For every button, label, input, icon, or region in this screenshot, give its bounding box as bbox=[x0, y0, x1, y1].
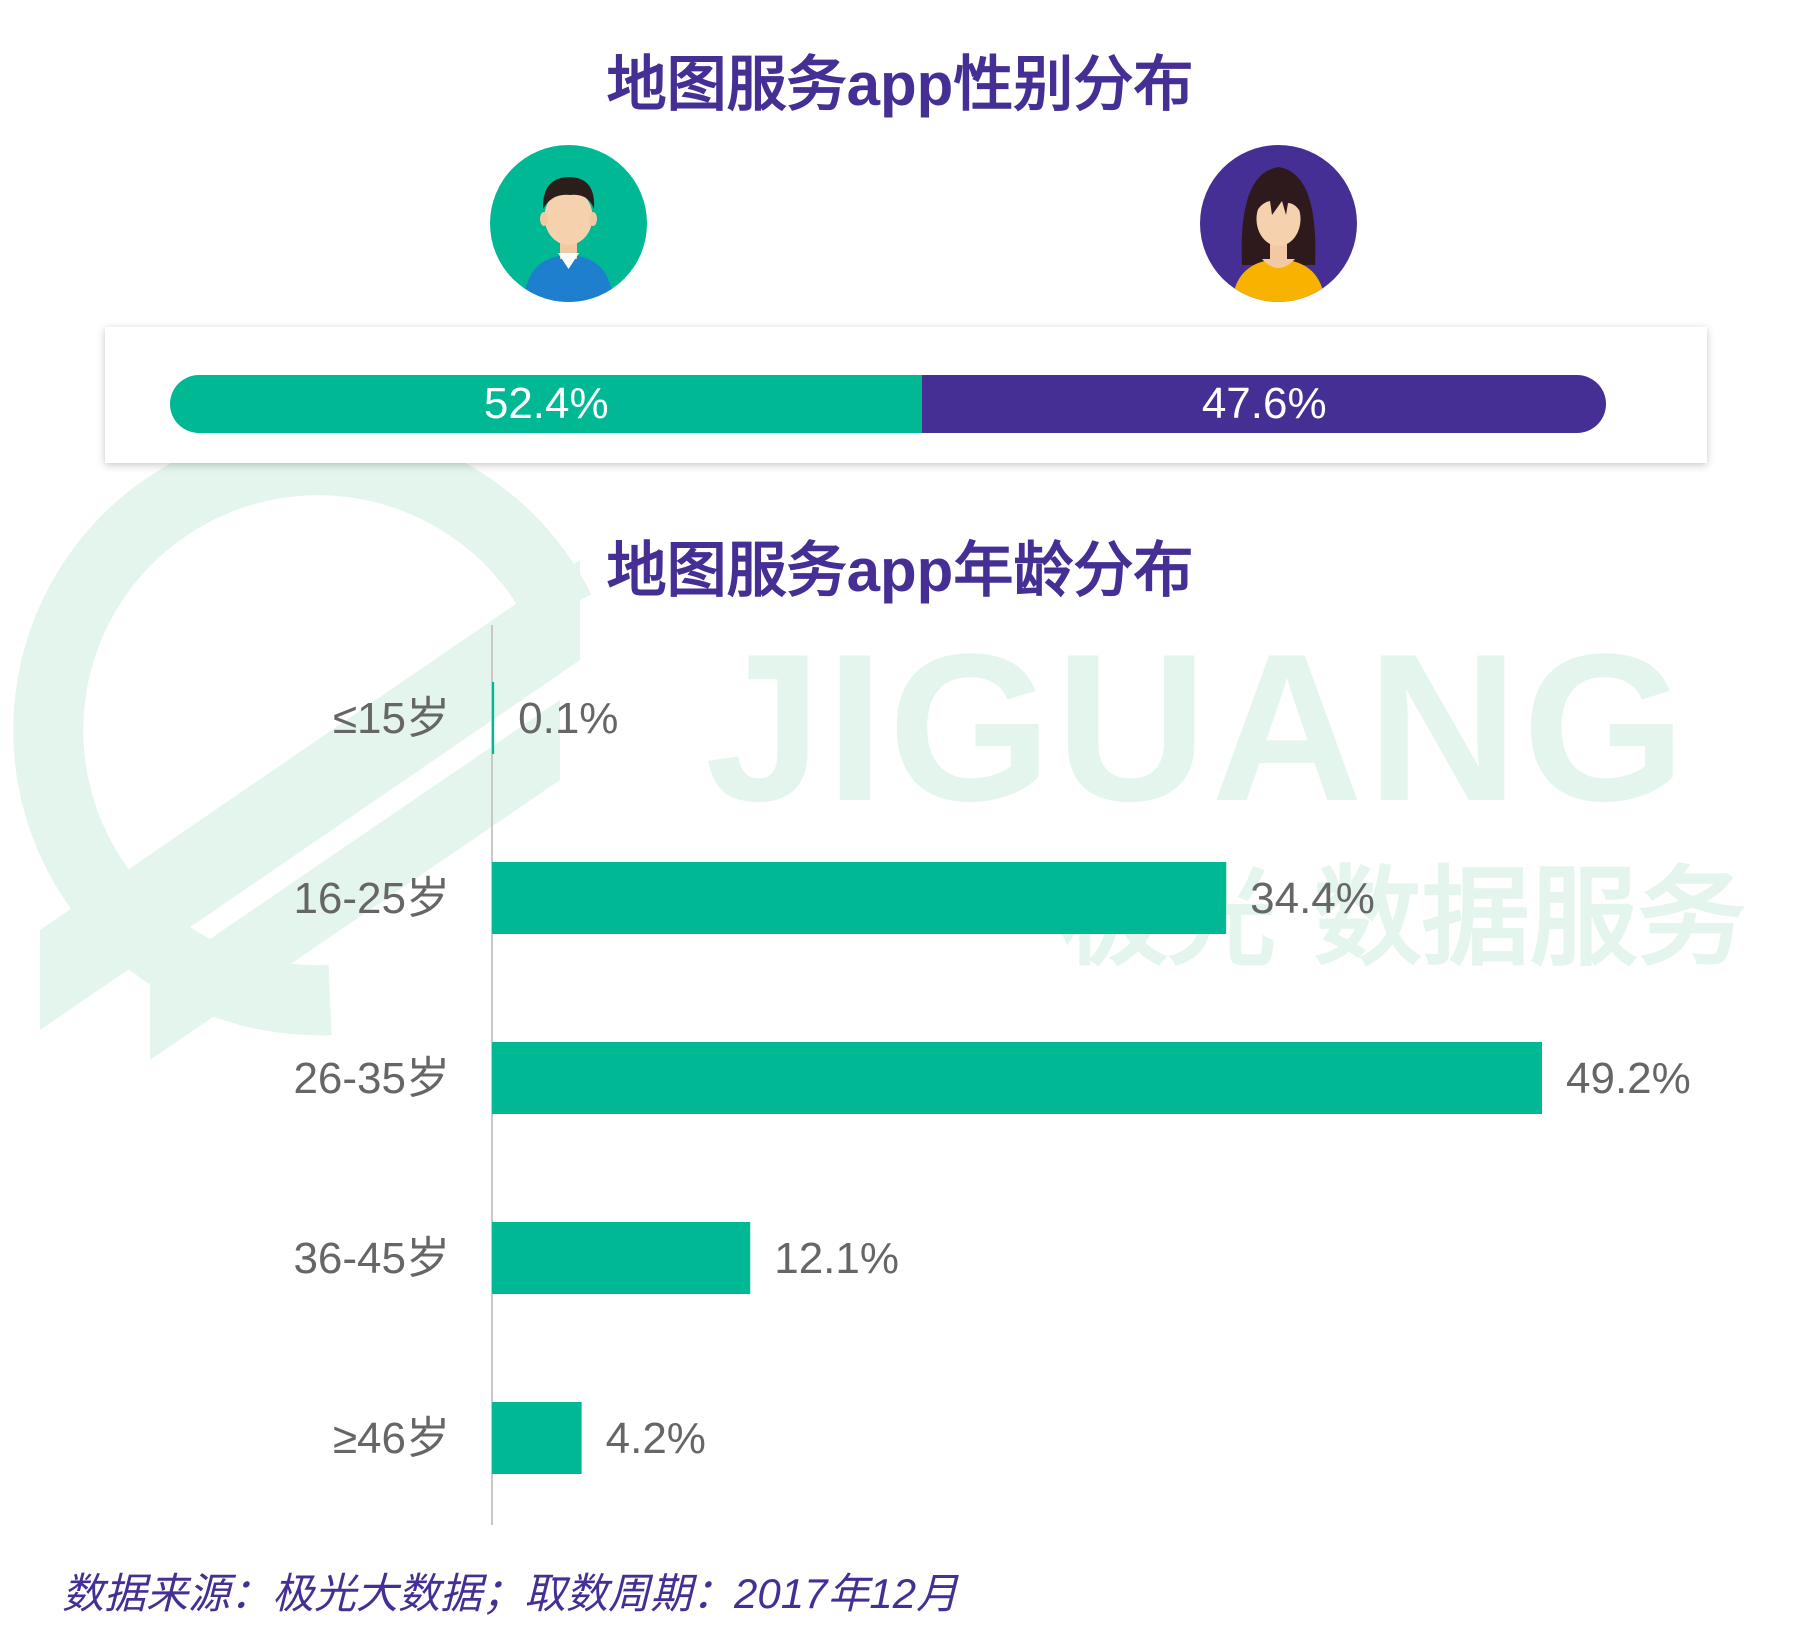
age-value-label: 12.1% bbox=[774, 1234, 899, 1283]
age-category-label: ≤15岁 bbox=[333, 694, 450, 743]
age-bar bbox=[492, 682, 495, 754]
age-bar bbox=[492, 862, 1227, 934]
age-bar bbox=[492, 1042, 1542, 1114]
gender-bar: 52.4% 47.6% bbox=[170, 375, 1606, 433]
age-category-label: 16-25岁 bbox=[293, 874, 450, 923]
age-bar bbox=[492, 1222, 751, 1294]
gender-chart-title: 地图服务app性别分布 bbox=[606, 51, 1194, 118]
male-avatar-icon bbox=[490, 145, 647, 302]
age-value-label: 49.2% bbox=[1566, 1054, 1691, 1103]
age-category-label: 26-35岁 bbox=[293, 1054, 450, 1103]
age-value-label: 0.1% bbox=[518, 694, 618, 743]
age-category-label: ≥46岁 bbox=[333, 1414, 450, 1463]
gender-bar-card: 52.4% 47.6% bbox=[105, 327, 1707, 463]
age-chart-title: 地图服务app年龄分布 bbox=[606, 537, 1194, 604]
data-source-note: 数据来源：极光大数据；取数周期：2017年12月 bbox=[62, 1570, 959, 1617]
female-avatar-icon bbox=[1200, 145, 1357, 302]
age-bar-chart: ≤15岁 0.1% 16-25岁 34.4% 26-35岁 49.2% 36-45岁 12.1… bbox=[293, 625, 1691, 1525]
age-value-label: 4.2% bbox=[606, 1414, 706, 1463]
male-share-bar: 52.4% bbox=[170, 375, 923, 433]
age-category-label: 36-45岁 bbox=[293, 1234, 450, 1283]
age-bar bbox=[492, 1402, 582, 1474]
age-value-label: 34.4% bbox=[1250, 874, 1375, 923]
female-share-bar: 47.6% bbox=[922, 375, 1606, 433]
